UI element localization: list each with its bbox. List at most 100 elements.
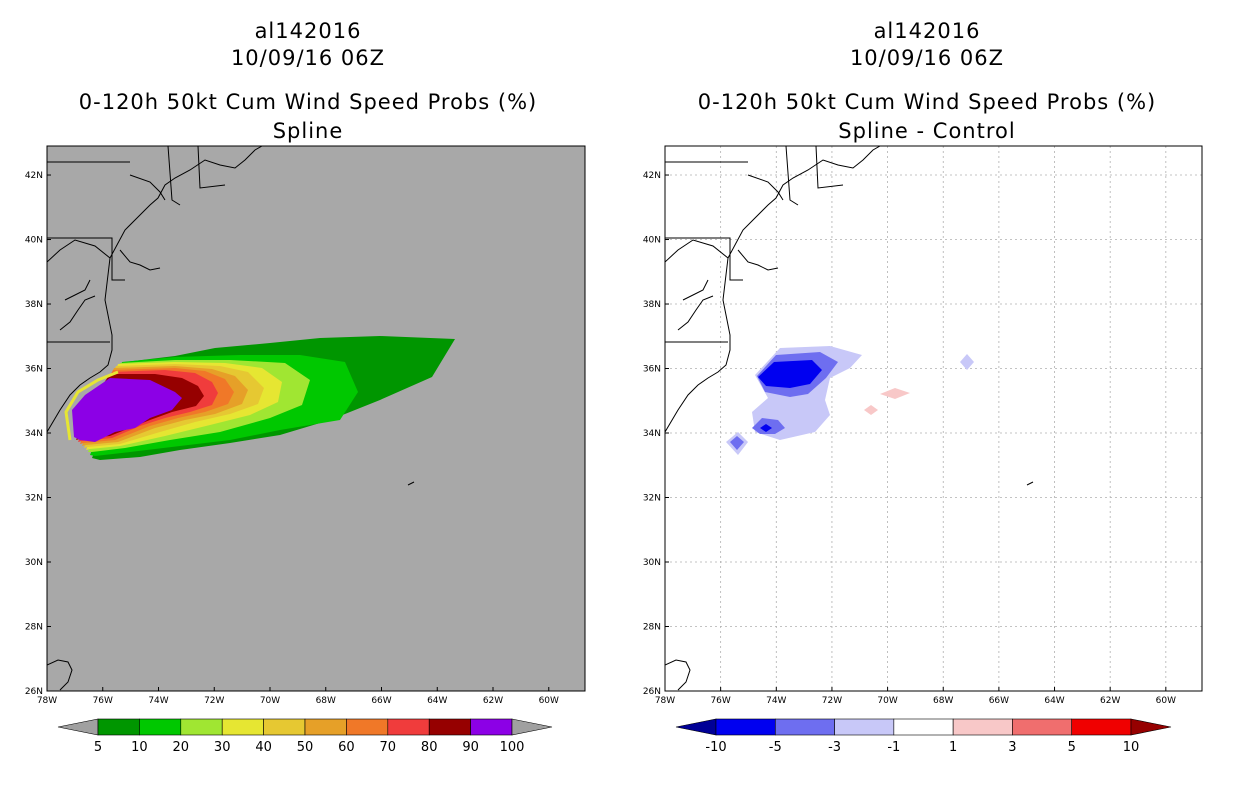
colorbar-label: 20	[173, 740, 190, 755]
lon-tick-label: 64W	[427, 696, 447, 706]
colorbar-swatch	[952, 718, 1013, 736]
colorbar-swatch	[470, 718, 513, 736]
right-storm-id: al142016	[873, 19, 981, 43]
lat-tick-label: 36N	[643, 365, 661, 375]
right-coastline	[665, 146, 1034, 691]
colorbar-swatch	[511, 718, 553, 736]
colorbar-swatch	[139, 718, 182, 736]
lat-tick-label: 26N	[25, 687, 43, 697]
colorbar-swatch	[304, 718, 347, 736]
colorbar-label: 3	[1008, 740, 1016, 755]
left-datetime: 10/09/16 06Z	[230, 46, 386, 70]
diff-contour-minus5-south	[760, 424, 772, 432]
lon-tick-label: 68W	[933, 696, 953, 706]
lon-tick-label: 70W	[877, 696, 897, 706]
colorbar-label: 60	[338, 740, 355, 755]
colorbar-label: 90	[462, 740, 479, 755]
lat-tick-label: 40N	[643, 236, 661, 246]
colorbar-label: 5	[1068, 740, 1076, 755]
diff-contour-minus3-small	[730, 436, 744, 450]
lat-tick-label: 42N	[25, 171, 43, 181]
lon-tick-label: 64W	[1044, 696, 1064, 706]
lat-tick-label: 36N	[25, 365, 43, 375]
colorbar-label: 40	[255, 740, 272, 755]
right-colorbar: -10 -5 -3 -1 1 3 5 10	[675, 718, 1172, 755]
colorbar-label: 70	[380, 740, 397, 755]
colorbar-label: 30	[214, 740, 231, 755]
colorbar-label: 10	[1123, 740, 1140, 755]
colorbar-swatch	[387, 718, 430, 736]
lat-tick-label: 40N	[25, 236, 43, 246]
lon-tick-label: 60W	[1156, 696, 1176, 706]
right-datetime: 10/09/16 06Z	[849, 46, 1005, 70]
lat-tick-label: 32N	[643, 494, 661, 504]
colorbar-label: -10	[705, 740, 726, 755]
colorbar-label: 1	[949, 740, 957, 755]
colorbar-swatch	[97, 718, 140, 736]
colorbar-label: 10	[131, 740, 148, 755]
colorbar-label: 5	[94, 740, 102, 755]
lat-tick-label: 38N	[25, 300, 43, 310]
lon-tick-label: 66W	[371, 696, 391, 706]
lat-tick-label: 34N	[643, 429, 661, 439]
right-gridlines	[665, 146, 1202, 691]
colorbar-swatch	[346, 718, 389, 736]
lon-tick-label: 74W	[766, 696, 786, 706]
colorbar-label: -5	[769, 740, 782, 755]
lat-tick-label: 30N	[25, 558, 43, 568]
colorbar-swatch	[893, 718, 954, 736]
colorbar-swatch	[180, 718, 223, 736]
lat-tick-label: 28N	[643, 623, 661, 633]
colorbar-swatch	[834, 718, 895, 736]
lat-tick-label: 34N	[25, 429, 43, 439]
lat-tick-label: 30N	[643, 558, 661, 568]
lon-tick-label: 76W	[710, 696, 730, 706]
lon-tick-label: 62W	[483, 696, 503, 706]
left-colorbar: 5 10 20 30 40 50 60 70 80 90 100	[57, 718, 553, 755]
lon-tick-label: 66W	[989, 696, 1009, 706]
lon-tick-label: 74W	[148, 696, 168, 706]
lat-tick-label: 26N	[643, 687, 661, 697]
colorbar-label: -3	[828, 740, 841, 755]
right-subtitle: Spline - Control	[838, 119, 1016, 143]
left-storm-id: al142016	[254, 19, 362, 43]
diff-contour-minus1-east	[960, 354, 974, 370]
lon-tick-label: 72W	[822, 696, 842, 706]
colorbar-swatch	[1071, 718, 1132, 736]
right-difference-contours	[726, 346, 974, 455]
colorbar-swatch	[57, 718, 99, 736]
colorbar-swatch	[774, 718, 835, 736]
colorbar-swatch	[1130, 718, 1172, 736]
lat-tick-label: 32N	[25, 494, 43, 504]
colorbar-swatch	[221, 718, 264, 736]
lon-tick-label: 72W	[204, 696, 224, 706]
right-product-title: 0-120h 50kt Cum Wind Speed Probs (%)	[697, 90, 1157, 114]
contour-90	[72, 378, 182, 442]
lon-tick-label: 70W	[260, 696, 280, 706]
lat-tick-label: 42N	[643, 171, 661, 181]
colorbar-swatch	[675, 718, 717, 736]
colorbar-label: 50	[297, 740, 314, 755]
colorbar-swatch	[1012, 718, 1073, 736]
left-product-title: 0-120h 50kt Cum Wind Speed Probs (%)	[78, 90, 538, 114]
lat-tick-label: 28N	[25, 623, 43, 633]
lon-tick-label: 68W	[316, 696, 336, 706]
diff-contour-plus1	[880, 388, 910, 399]
colorbar-label: 100	[500, 740, 525, 755]
colorbar-swatch	[263, 718, 306, 736]
left-subtitle: Spline	[272, 119, 344, 143]
lon-tick-label: 76W	[93, 696, 113, 706]
left-probability-contours	[64, 336, 455, 460]
colorbar-swatch	[428, 718, 471, 736]
diff-contour-plus1-small	[864, 405, 878, 415]
diff-contour-minus5	[758, 360, 822, 388]
colorbar-swatch	[715, 718, 776, 736]
lat-tick-label: 38N	[643, 300, 661, 310]
lon-tick-label: 78W	[37, 696, 57, 706]
lon-tick-label: 62W	[1100, 696, 1120, 706]
